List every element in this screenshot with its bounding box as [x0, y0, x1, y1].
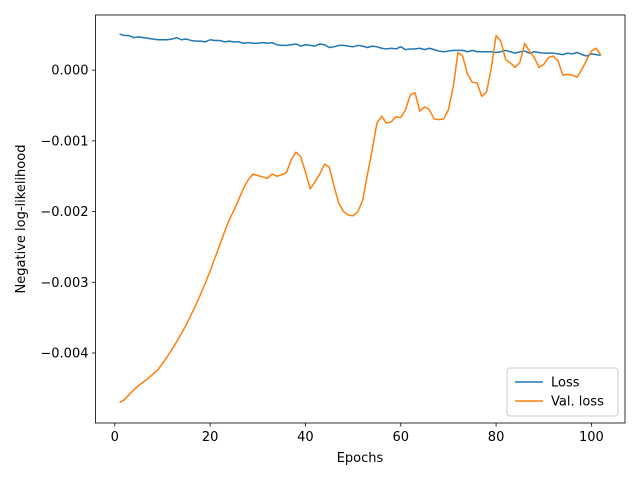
- y-tick-label: −0.001: [40, 134, 88, 149]
- plot-frame: [95, 14, 626, 424]
- y-tick-label: 0.000: [51, 64, 88, 79]
- x-tick-label: 60: [392, 430, 409, 445]
- series-line: [119, 33, 602, 57]
- legend-label: Val. loss: [551, 395, 604, 410]
- y-tick-label: −0.004: [40, 346, 88, 361]
- y-axis-label: Negative log-likelihood: [14, 145, 29, 294]
- x-tick-label: 40: [297, 430, 314, 445]
- x-tick-label: 100: [579, 430, 604, 445]
- series-line: [119, 34, 602, 404]
- x-tick-label: 0: [111, 430, 119, 445]
- x-tick-label: 80: [488, 430, 505, 445]
- legend-box: [506, 367, 619, 417]
- y-tick-label: −0.002: [40, 205, 88, 220]
- y-tick-label: −0.003: [40, 276, 88, 291]
- legend-label: Loss: [551, 376, 580, 391]
- x-tick-label: 20: [202, 430, 219, 445]
- x-axis-label: Epochs: [337, 451, 384, 466]
